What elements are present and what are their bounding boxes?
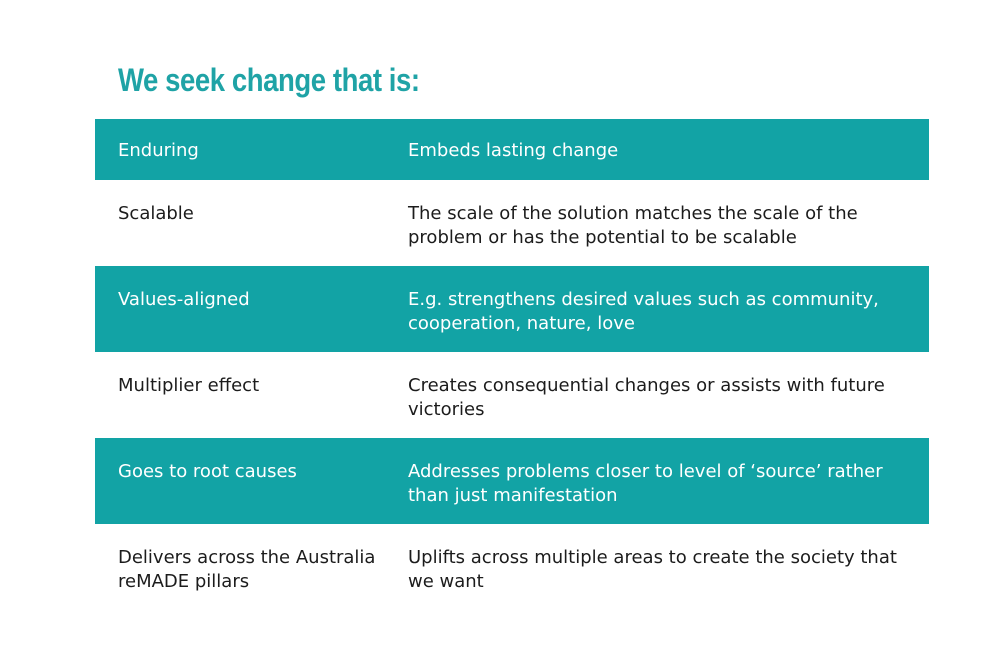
table-row: Values-aligned E.g. strengthens desired … (95, 266, 929, 352)
table-row: Goes to root causes Addresses problems c… (95, 438, 929, 524)
row-label: Enduring (118, 140, 199, 161)
row-description: Addresses problems closer to level of ‘s… (408, 461, 883, 506)
row-label: Goes to root causes (118, 461, 297, 482)
table-row: Delivers across the Australia reMADE pil… (95, 524, 929, 610)
row-description: Uplifts across multiple areas to create … (408, 547, 897, 592)
page-title: We seek change that is: (118, 62, 420, 98)
table-row: Scalable The scale of the solution match… (95, 180, 929, 266)
row-label: Multiplier effect (118, 375, 260, 396)
row-description: Embeds lasting change (408, 140, 619, 161)
table-row: Multiplier effect Creates consequential … (95, 352, 929, 438)
row-description: Creates consequential changes or assists… (408, 375, 885, 420)
row-label: Values-aligned (118, 289, 250, 310)
criteria-table: Enduring Embeds lasting change Scalable … (95, 119, 929, 610)
row-description: The scale of the solution matches the sc… (408, 203, 858, 248)
row-label: Delivers across the Australia reMADE pil… (118, 547, 376, 592)
row-description: E.g. strengthens desired values such as … (408, 289, 879, 334)
table-row: Enduring Embeds lasting change (95, 119, 929, 180)
row-label: Scalable (118, 203, 194, 224)
